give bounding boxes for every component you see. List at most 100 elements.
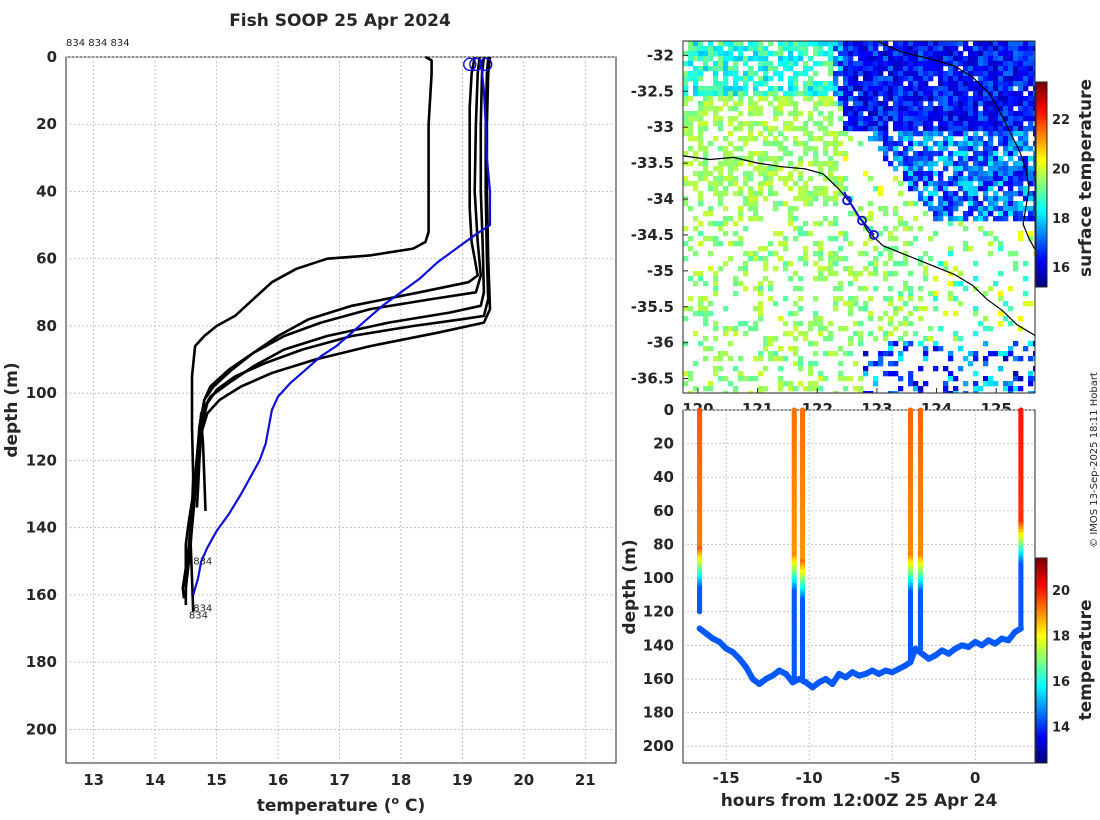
- sst-cell: [1028, 356, 1034, 362]
- sst-cell: [1013, 371, 1019, 377]
- sst-cell: [708, 206, 714, 212]
- colorbar-segment: [1036, 636, 1047, 641]
- sst-cell: [883, 141, 889, 147]
- sst-cell: [913, 66, 919, 72]
- sst-cell: [763, 141, 769, 147]
- sst-cell: [878, 86, 884, 92]
- sst-cell: [738, 111, 744, 117]
- sst-cell: [993, 156, 999, 162]
- sst-cell: [1008, 151, 1014, 157]
- sst-cell: [723, 176, 729, 182]
- sst-cell: [758, 306, 764, 312]
- sst-cell: [843, 101, 849, 107]
- sst-cell: [703, 111, 709, 117]
- sst-cell: [733, 191, 739, 197]
- sst-cell: [833, 271, 839, 277]
- sst-cell: [743, 156, 749, 162]
- sst-cell: [778, 56, 784, 62]
- sst-cell: [843, 326, 849, 332]
- sst-cell: [843, 81, 849, 87]
- colorbar-segment: [1036, 657, 1047, 661]
- sst-cell: [788, 101, 794, 107]
- sst-cell: [938, 86, 944, 92]
- sst-cell: [863, 351, 869, 357]
- sst-cell: [948, 211, 954, 217]
- sst-cell: [968, 136, 974, 142]
- colorbar-segment: [1036, 595, 1047, 600]
- sst-cell: [828, 196, 834, 202]
- sst-cell: [728, 141, 734, 147]
- sst-cell: [753, 106, 759, 112]
- sst-cell: [768, 101, 774, 107]
- sst-cell: [958, 101, 964, 107]
- sst-cell: [978, 181, 984, 187]
- sst-cell: [818, 191, 824, 197]
- sst-cell: [758, 91, 764, 97]
- sst-cell: [743, 251, 749, 257]
- x-tick-label: 17: [329, 771, 350, 789]
- sst-cell: [753, 121, 759, 127]
- sst-cell: [778, 381, 784, 387]
- sst-cell: [948, 356, 954, 362]
- sst-cell: [723, 66, 729, 72]
- sst-cell: [838, 96, 844, 102]
- sst-cell: [803, 246, 809, 252]
- sst-cell: [843, 376, 849, 382]
- sst-cell: [983, 151, 989, 157]
- map-colorbar-label: surface temperature: [1076, 79, 1096, 277]
- sst-cell: [838, 296, 844, 302]
- colorbar-segment: [1036, 225, 1047, 230]
- sst-cell: [848, 86, 854, 92]
- sst-cell: [843, 151, 849, 157]
- sst-cell: [718, 56, 724, 62]
- sst-cell: [773, 126, 779, 132]
- sst-cell: [743, 376, 749, 382]
- sst-cell: [738, 376, 744, 382]
- sst-cell: [868, 46, 874, 52]
- sst-cell: [853, 106, 859, 112]
- sst-cell: [933, 131, 939, 137]
- sst-cell: [768, 336, 774, 342]
- sst-cell: [983, 171, 989, 177]
- sst-cell: [788, 176, 794, 182]
- sst-cell: [863, 106, 869, 112]
- sst-cell: [688, 371, 694, 377]
- colorbar-segment: [1036, 280, 1047, 285]
- sst-cell: [713, 236, 719, 242]
- sst-cell: [808, 116, 814, 122]
- sst-cell: [938, 141, 944, 147]
- sst-cell: [858, 321, 864, 327]
- sst-cell: [813, 46, 819, 52]
- sst-cell: [843, 266, 849, 272]
- sst-cell: [818, 41, 824, 47]
- sst-cell: [1013, 61, 1019, 67]
- sst-cell: [998, 181, 1004, 187]
- sst-cell: [853, 126, 859, 132]
- sst-cell: [983, 116, 989, 122]
- sst-cell: [813, 241, 819, 247]
- sst-cell: [848, 351, 854, 357]
- sst-cell: [908, 46, 914, 52]
- sst-cell: [1033, 391, 1035, 393]
- sst-cell: [853, 86, 859, 92]
- sst-cell: [783, 151, 789, 157]
- sst-cell: [763, 246, 769, 252]
- sst-cell: [703, 61, 709, 67]
- sst-cell: [683, 241, 689, 247]
- surface-temperature-map: -32-32.5-33-33.5-34-34.5-35-35.5-36-36.5…: [631, 40, 1096, 418]
- sst-cell: [993, 106, 999, 112]
- sst-cell: [728, 51, 734, 57]
- sst-cell: [1023, 116, 1029, 122]
- sst-cell: [958, 41, 964, 47]
- colorbar-segment: [1036, 191, 1047, 196]
- sst-cell: [693, 186, 699, 192]
- sst-cell: [1023, 141, 1029, 147]
- sst-cell: [773, 231, 779, 237]
- sst-cell: [768, 131, 774, 137]
- sst-cell: [953, 376, 959, 382]
- sst-cell: [743, 86, 749, 92]
- sst-cell: [748, 186, 754, 192]
- sst-cell: [793, 271, 799, 277]
- sst-cell: [748, 376, 754, 382]
- sst-cell: [948, 101, 954, 107]
